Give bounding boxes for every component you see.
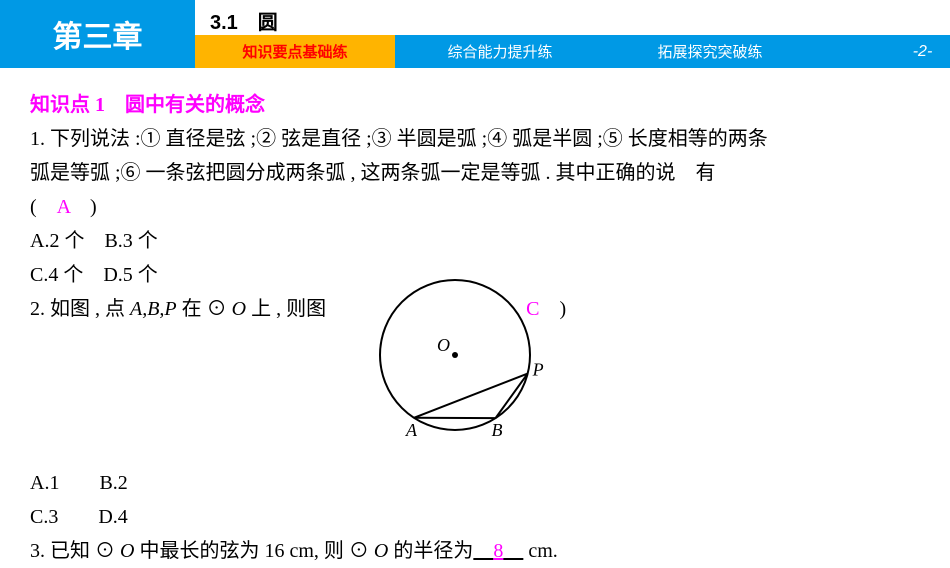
tab-comprehensive-label: 综合能力提升练: [447, 41, 552, 62]
q2-abp: A,B,P: [130, 298, 177, 320]
chapter-box: 第三章: [0, 0, 195, 68]
page-number: -2-: [895, 35, 950, 68]
q2-mid: 在 ⊙: [177, 298, 232, 320]
q1-answer-line: ( A ): [30, 190, 920, 224]
q2-options-row2: C.3 D.4: [30, 500, 920, 534]
q1-answer: A: [57, 196, 70, 218]
circle-diagram: O P A B: [350, 275, 560, 455]
q3-line: 3. 已知 ⊙ O 中最长的弦为 16 cm, 则 ⊙ O 的半径为 8 cm.: [30, 534, 920, 568]
svg-text:P: P: [532, 360, 544, 380]
svg-text:B: B: [492, 420, 503, 440]
q2-post: 上 , 则图: [246, 298, 326, 320]
q3-mid2: 的半径为: [388, 540, 473, 562]
chapter-title: 第三章: [53, 12, 143, 56]
tab-basic[interactable]: 知识要点基础练: [195, 35, 395, 68]
q3-post: cm.: [523, 540, 557, 562]
tab-comprehensive[interactable]: 综合能力提升练: [395, 35, 605, 68]
q1-stem-line2: 弧是等弧 ;⑥ 一条弦把圆分成两条弧 , 这两条弧一定是等弧 . 其中正确的说 …: [30, 156, 920, 190]
nav-bar: 知识要点基础练 综合能力提升练 拓展探究突破练 -2-: [195, 35, 950, 68]
svg-text:A: A: [405, 420, 418, 440]
q1-paren-open: (: [30, 196, 57, 218]
tab-extend-label: 拓展探究突破练: [657, 41, 762, 62]
q1-options-row1: A.2 个 B.3 个: [30, 224, 920, 258]
q3-u2: [503, 540, 523, 562]
q3-pre: 3. 已知 ⊙: [30, 540, 120, 562]
svg-text:O: O: [437, 335, 450, 355]
q1-stem-line1: 1. 下列说法 :① 直径是弦 ;② 弦是直径 ;③ 半圆是弧 ;④ 弧是半圆 …: [30, 122, 920, 156]
tab-basic-label: 知识要点基础练: [242, 41, 347, 62]
q2-pre: 2. 如图 , 点: [30, 298, 130, 320]
nav-spacer: [815, 35, 895, 68]
q2-options-row1: A.1 B.2: [30, 466, 920, 500]
q3-o1: O: [120, 540, 134, 562]
q3-answer: 8: [493, 540, 503, 562]
q3-mid1: 中最长的弦为 16 cm, 则 ⊙: [134, 540, 373, 562]
knowledge-point-title: 知识点 1 圆中有关的概念: [30, 88, 920, 122]
tab-extend[interactable]: 拓展探究突破练: [605, 35, 815, 68]
q1-paren-close: ): [70, 196, 97, 218]
q3-u1: [473, 540, 493, 562]
q2-o: O: [232, 298, 246, 320]
q3-o2: O: [374, 540, 388, 562]
section-title: 3.1 圆: [210, 6, 278, 35]
